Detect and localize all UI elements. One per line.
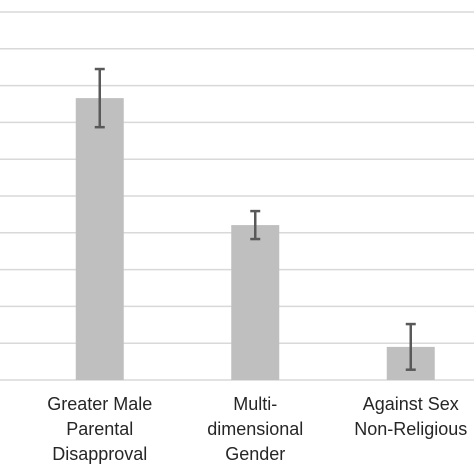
x-tick-label: Greater Male [47,394,152,414]
bar [231,225,280,380]
x-tick-label: Multi- [233,394,277,414]
x-tick-label: Gender [225,444,285,464]
x-tick-label: dimensional [207,419,303,439]
bar [75,98,124,380]
x-tick-label: Disapproval [52,444,147,464]
x-tick-label: Non-Religious [354,419,467,439]
error-bar [250,209,261,241]
error-bar [94,67,105,129]
x-tick-label: Parental [66,419,133,439]
x-tick-label: Against Sex [363,394,459,414]
error-bar [405,322,416,371]
